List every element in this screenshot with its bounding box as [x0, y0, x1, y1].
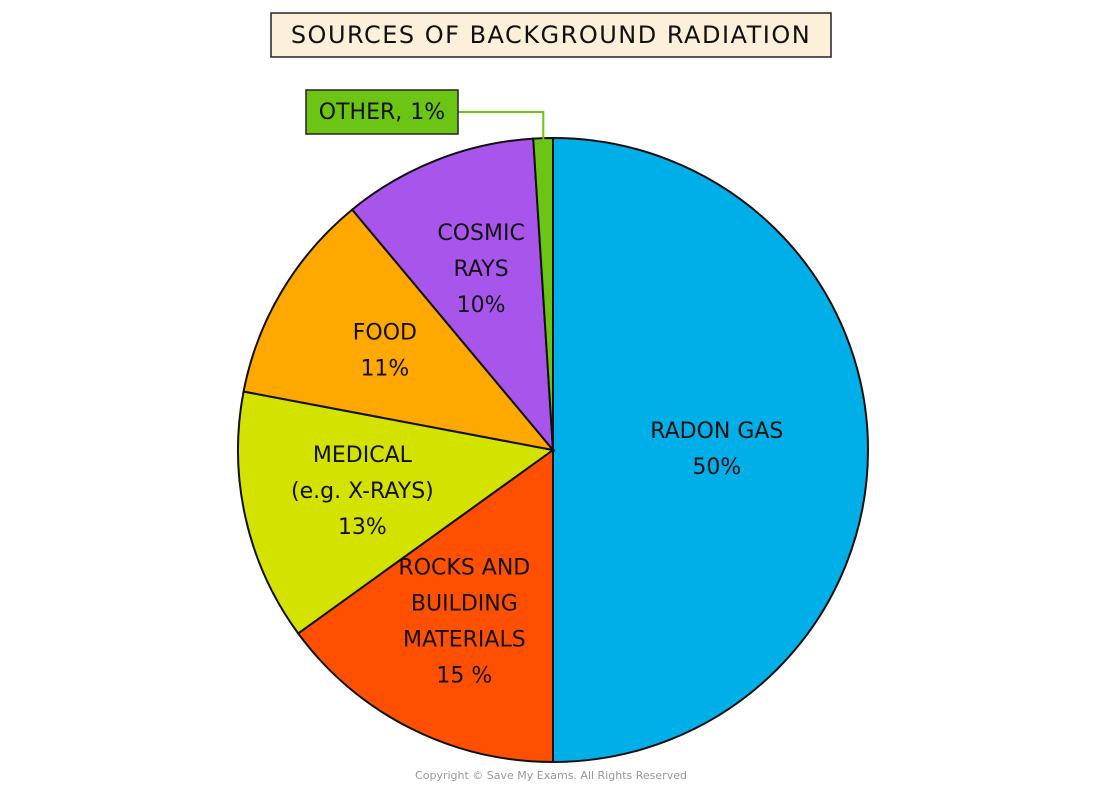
value-label: 11%	[360, 357, 409, 382]
chart-title: SOURCES OF BACKGROUND RADIATION	[291, 21, 811, 49]
category-label: ROCKS AND BUILDING MATERIALS	[398, 555, 530, 652]
pie-slice	[237, 390, 556, 635]
label-box	[305, 89, 459, 135]
value-label: 15 %	[436, 663, 492, 688]
category-label: MEDICAL (e.g. X-RAYS)	[291, 443, 434, 504]
footnote: Copyright © Save My Exams. All Rights Re…	[415, 769, 687, 782]
category-label: COSMIC RAYS	[437, 221, 524, 282]
category-label: OTHER,	[319, 100, 402, 125]
pie-slice	[350, 137, 555, 453]
category-label: RADON GAS	[650, 419, 783, 444]
slice-label: OTHER, 1%	[319, 100, 445, 125]
pie-slice	[296, 448, 554, 764]
value-label: 10%	[457, 293, 506, 318]
category-label: FOOD	[353, 321, 417, 346]
value-label: 1%	[410, 100, 445, 125]
title-box	[270, 12, 832, 58]
pie-slice	[242, 208, 556, 452]
value-label: 13%	[338, 515, 387, 540]
value-label: 50%	[692, 455, 741, 480]
leader-line	[458, 111, 545, 145]
pie-slice	[552, 136, 869, 764]
